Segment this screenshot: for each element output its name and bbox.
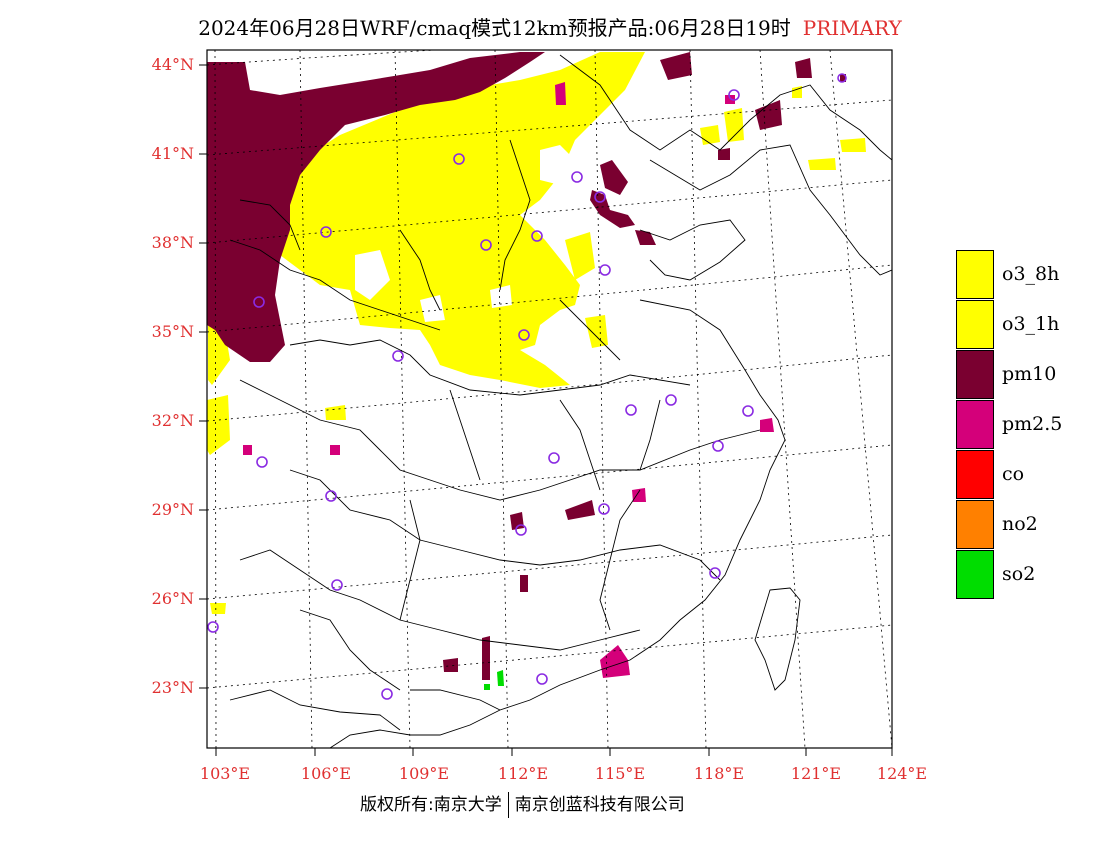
so2-region [484, 670, 504, 690]
legend-label: so2 [1002, 563, 1036, 585]
legend-swatch [956, 250, 994, 299]
lon-label-106: 106°E [300, 764, 352, 783]
map-frame [206, 49, 893, 749]
lat-label-26: 26°N [151, 589, 194, 608]
lat-label-35: 35°N [151, 322, 194, 341]
lon-label-121: 121°E [790, 764, 842, 783]
map-title: 2024年06月28日WRF/cmaq模式12km预报产品:06月28日19时 P… [0, 12, 1100, 41]
lat-label-41: 41°N [151, 144, 194, 163]
footer-divider [507, 792, 509, 818]
lat-label-44: 44°N [151, 55, 194, 74]
pm25-region [243, 82, 774, 678]
legend-label: pm2.5 [1002, 413, 1063, 435]
legend-label: co [1002, 463, 1025, 485]
lat-label-23: 23°N [151, 678, 194, 697]
legend-label: pm10 [1002, 363, 1057, 385]
title-main: 2024年06月28日WRF/cmaq模式12km预报产品:06月28日19时 [198, 16, 791, 40]
copyright-right: 南京创蓝科技有限公司 [514, 795, 685, 815]
legend-swatch [956, 450, 994, 499]
lat-label-32: 32°N [151, 411, 194, 430]
lon-label-112: 112°E [497, 764, 549, 783]
lat-label-38: 38°N [151, 233, 194, 252]
legend-label: o3_1h [1002, 313, 1060, 335]
legend-label: o3_8h [1002, 263, 1060, 285]
lon-label-103: 103°E [199, 764, 251, 783]
legend-swatch [956, 500, 994, 549]
lon-label-109: 109°E [398, 764, 450, 783]
legend-label: no2 [1002, 513, 1038, 535]
graticule [207, 50, 892, 748]
lon-label-118: 118°E [693, 764, 745, 783]
legend-swatch [956, 300, 994, 349]
pm10-region [207, 52, 846, 680]
station-markers [207, 73, 847, 700]
legend-swatch [956, 400, 994, 449]
axis-ticks [199, 64, 893, 756]
copyright-footer: 版权所有:南京大学 南京创蓝科技有限公司 [360, 790, 685, 818]
lon-label-124: 124°E [876, 764, 928, 783]
clear-area [355, 145, 575, 322]
lon-label-115: 115°E [594, 764, 646, 783]
legend-swatch [956, 550, 994, 599]
title-tag: PRIMARY [802, 16, 902, 40]
lat-label-29: 29°N [151, 500, 194, 519]
legend-swatch [956, 350, 994, 399]
boundary-lines [229, 54, 892, 748]
copyright-left: 版权所有:南京大学 [360, 795, 502, 815]
o3-region [207, 52, 866, 614]
